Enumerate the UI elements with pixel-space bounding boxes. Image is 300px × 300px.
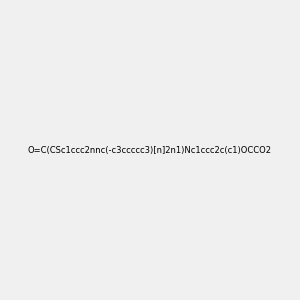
Text: O=C(CSc1ccc2nnc(-c3ccccc3)[n]2n1)Nc1ccc2c(c1)OCCO2: O=C(CSc1ccc2nnc(-c3ccccc3)[n]2n1)Nc1ccc2…	[28, 146, 272, 154]
